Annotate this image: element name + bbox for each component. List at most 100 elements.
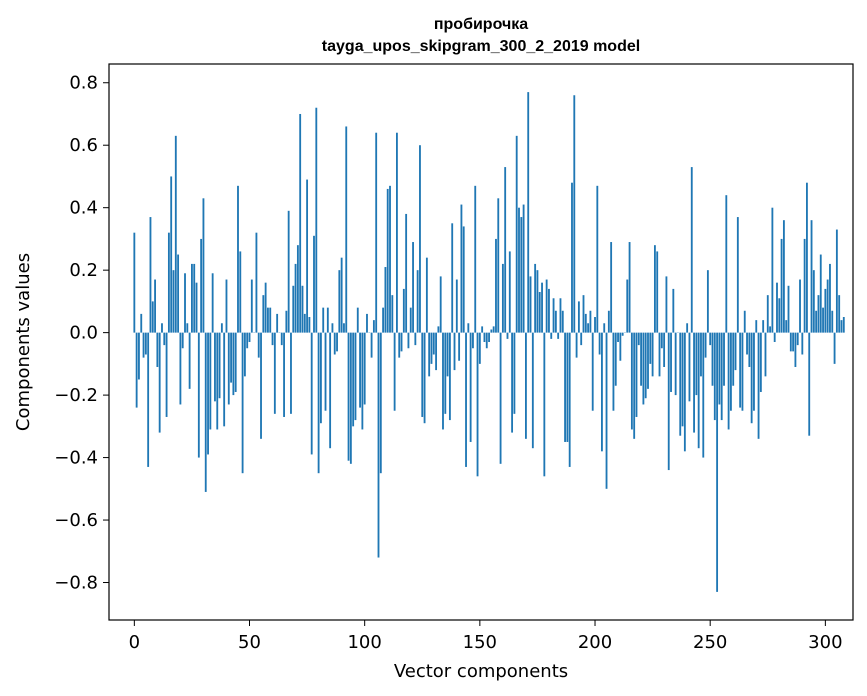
bar <box>301 285 304 333</box>
bar <box>469 332 472 442</box>
bar <box>485 332 488 349</box>
bar <box>204 332 207 492</box>
bar <box>218 332 221 399</box>
bar <box>319 332 322 424</box>
bar <box>515 135 518 333</box>
y-tick-label: 0.4 <box>69 198 98 219</box>
bar <box>234 332 237 392</box>
bar <box>232 332 235 396</box>
bar <box>209 332 212 430</box>
bar <box>377 332 380 558</box>
bar <box>589 310 592 333</box>
bar <box>352 332 355 427</box>
bar <box>255 232 258 333</box>
bar <box>531 332 534 449</box>
bar <box>396 132 398 333</box>
bar <box>292 285 295 333</box>
bar <box>674 332 677 396</box>
bar <box>142 332 145 358</box>
bar <box>223 332 226 427</box>
bar <box>833 332 836 364</box>
x-tick-label: 100 <box>347 632 381 653</box>
y-tick-label: −0.6 <box>54 510 98 531</box>
bar <box>538 292 541 333</box>
bar <box>313 235 315 333</box>
bar <box>359 332 361 408</box>
bar <box>635 332 638 417</box>
bar <box>759 332 762 392</box>
bar <box>810 220 813 333</box>
bar <box>444 332 447 414</box>
bar <box>536 270 539 333</box>
bar <box>529 276 532 333</box>
bar <box>379 332 382 474</box>
y-tick-label: 0.2 <box>69 260 98 281</box>
bar <box>806 182 808 333</box>
bar <box>497 198 500 333</box>
bar <box>398 332 401 358</box>
x-tick-label: 50 <box>238 632 261 653</box>
bar <box>633 332 636 439</box>
bar <box>197 332 200 458</box>
bar <box>490 329 493 333</box>
bar <box>637 332 640 346</box>
bar <box>584 313 587 333</box>
bar <box>753 332 755 411</box>
bar <box>817 295 820 333</box>
bar <box>156 332 159 367</box>
x-tick-label: 250 <box>693 632 727 653</box>
bar <box>248 332 251 342</box>
bar <box>200 238 203 333</box>
x-tick-label: 0 <box>129 632 140 653</box>
bar <box>649 332 652 364</box>
bar <box>331 323 334 333</box>
bar <box>276 313 279 333</box>
bar <box>455 279 458 333</box>
bar <box>285 310 288 333</box>
bar <box>303 313 306 333</box>
bar <box>308 317 311 333</box>
bar <box>683 332 686 452</box>
bar <box>619 332 622 361</box>
bar <box>785 320 788 333</box>
bar <box>755 320 758 333</box>
bar <box>177 254 180 333</box>
bar <box>587 323 590 333</box>
bar <box>488 332 490 342</box>
bar <box>656 251 659 333</box>
bar <box>730 332 732 411</box>
bar <box>264 282 267 333</box>
bar <box>769 326 771 333</box>
bar <box>437 326 440 333</box>
bar <box>564 332 566 442</box>
bar <box>559 298 562 333</box>
bar <box>561 310 564 333</box>
bar <box>184 273 186 333</box>
bar <box>792 332 795 352</box>
bar <box>522 204 525 333</box>
bar <box>780 238 783 333</box>
bar <box>492 326 495 333</box>
bar <box>225 279 228 333</box>
bar <box>306 179 309 333</box>
bar <box>384 267 387 333</box>
bar <box>435 332 437 371</box>
bar <box>386 188 389 333</box>
bar <box>679 332 682 436</box>
bar <box>499 332 502 464</box>
bar <box>718 332 721 405</box>
bar <box>552 298 555 333</box>
bar <box>227 332 230 405</box>
bar <box>681 332 684 427</box>
bar <box>467 323 470 333</box>
bar <box>642 332 645 405</box>
bar <box>824 288 827 333</box>
bar <box>336 332 338 352</box>
bar <box>349 332 352 464</box>
bar <box>133 232 136 333</box>
bar <box>771 207 774 333</box>
bar <box>179 332 182 405</box>
bar <box>412 242 414 333</box>
bar <box>506 332 509 339</box>
x-axis-ticks: 0 50 100 150 200 250 300 <box>129 620 843 653</box>
